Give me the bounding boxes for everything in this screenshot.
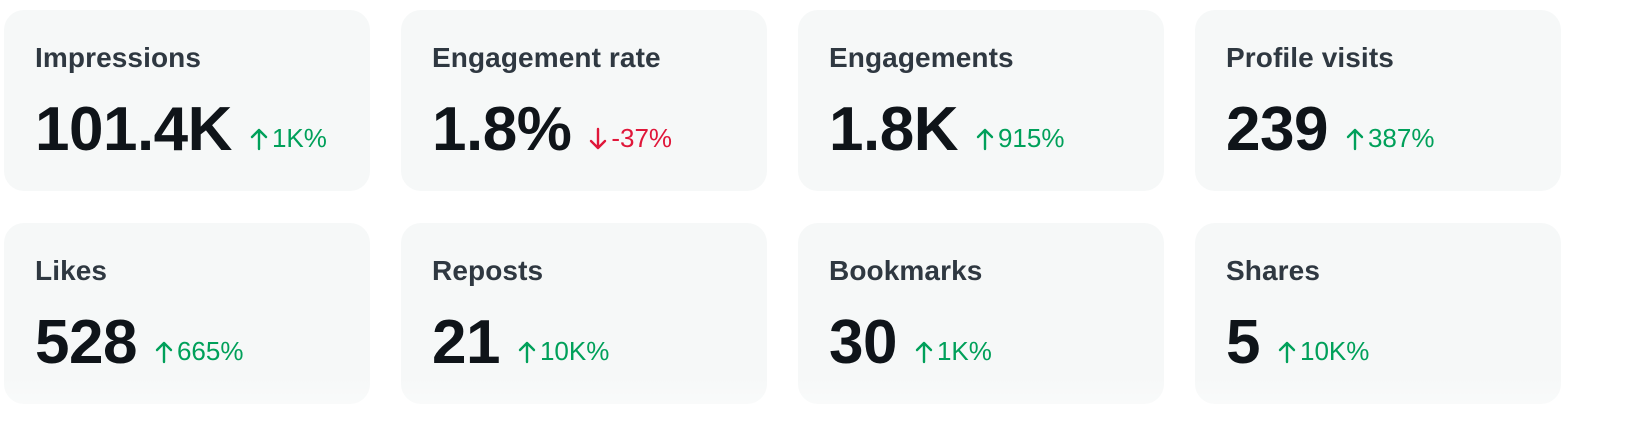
arrow-up-icon (915, 340, 933, 364)
metric-card-profile-visits[interactable]: Profile visits 239 387% (1195, 10, 1561, 191)
metric-label: Engagements (829, 42, 1014, 73)
metric-label: Profile visits (1226, 42, 1394, 73)
metric-label: Bookmarks (829, 255, 983, 286)
metric-row: 21 10K% (432, 309, 767, 377)
metric-change: 387% (1346, 123, 1435, 153)
metric-change-value: 10K% (539, 336, 610, 366)
metric-change-value: 915% (997, 123, 1065, 153)
metric-change: 1K% (250, 123, 327, 153)
metric-label: Shares (1226, 255, 1320, 286)
metric-card-shares[interactable]: Shares 5 10K% (1195, 223, 1561, 404)
metric-value: 1.8% (432, 95, 572, 164)
arrow-up-icon (250, 127, 268, 151)
metric-change: 10K% (518, 336, 609, 366)
metric-change: 10K% (1278, 336, 1369, 366)
metric-change: -37% (589, 123, 672, 153)
metric-row: 101.4K 1K% (35, 96, 370, 164)
arrow-down-icon (589, 127, 607, 151)
arrow-up-icon (155, 340, 173, 364)
metric-card-impressions[interactable]: Impressions 101.4K 1K% (4, 10, 370, 191)
arrow-up-icon (1346, 127, 1364, 151)
metric-card-bookmarks[interactable]: Bookmarks 30 1K% (798, 223, 1164, 404)
metric-change-value: 387% (1367, 123, 1435, 153)
metric-value: 101.4K (35, 95, 232, 164)
metric-change-value: 665% (176, 336, 244, 366)
metric-value: 21 (432, 308, 500, 377)
metric-label: Impressions (35, 42, 202, 73)
metric-change-value: 10K% (1299, 336, 1370, 366)
metric-row: 239 387% (1226, 96, 1561, 164)
metric-card-engagement-rate[interactable]: Engagement rate 1.8% -37% (401, 10, 767, 191)
metric-change-value: 1K% (936, 336, 992, 366)
metric-row: 1.8% -37% (432, 96, 767, 164)
metric-change-value: 1K% (271, 123, 327, 153)
arrow-up-icon (1278, 340, 1296, 364)
metric-card-reposts[interactable]: Reposts 21 10K% (401, 223, 767, 404)
metric-card-engagements[interactable]: Engagements 1.8K 915% (798, 10, 1164, 191)
metric-label: Engagement rate (432, 42, 661, 73)
metric-label: Reposts (432, 255, 544, 286)
metric-card-likes[interactable]: Likes 528 665% (4, 223, 370, 404)
metric-value: 1.8K (829, 95, 958, 164)
metric-change-value: -37% (611, 123, 673, 153)
metric-change: 665% (155, 336, 244, 366)
metric-change: 1K% (915, 336, 992, 366)
metric-row: 1.8K 915% (829, 96, 1164, 164)
metric-value: 528 (35, 308, 137, 377)
metric-value: 5 (1226, 308, 1260, 377)
metric-value: 30 (829, 308, 897, 377)
metric-label: Likes (35, 255, 108, 286)
metric-row: 5 10K% (1226, 309, 1561, 377)
metric-change: 915% (976, 123, 1065, 153)
metrics-grid: Impressions 101.4K 1K% Engagement rate 1… (4, 10, 1626, 404)
metric-value: 239 (1226, 95, 1328, 164)
arrow-up-icon (976, 127, 994, 151)
metric-row: 30 1K% (829, 309, 1164, 377)
arrow-up-icon (518, 340, 536, 364)
metric-row: 528 665% (35, 309, 370, 377)
